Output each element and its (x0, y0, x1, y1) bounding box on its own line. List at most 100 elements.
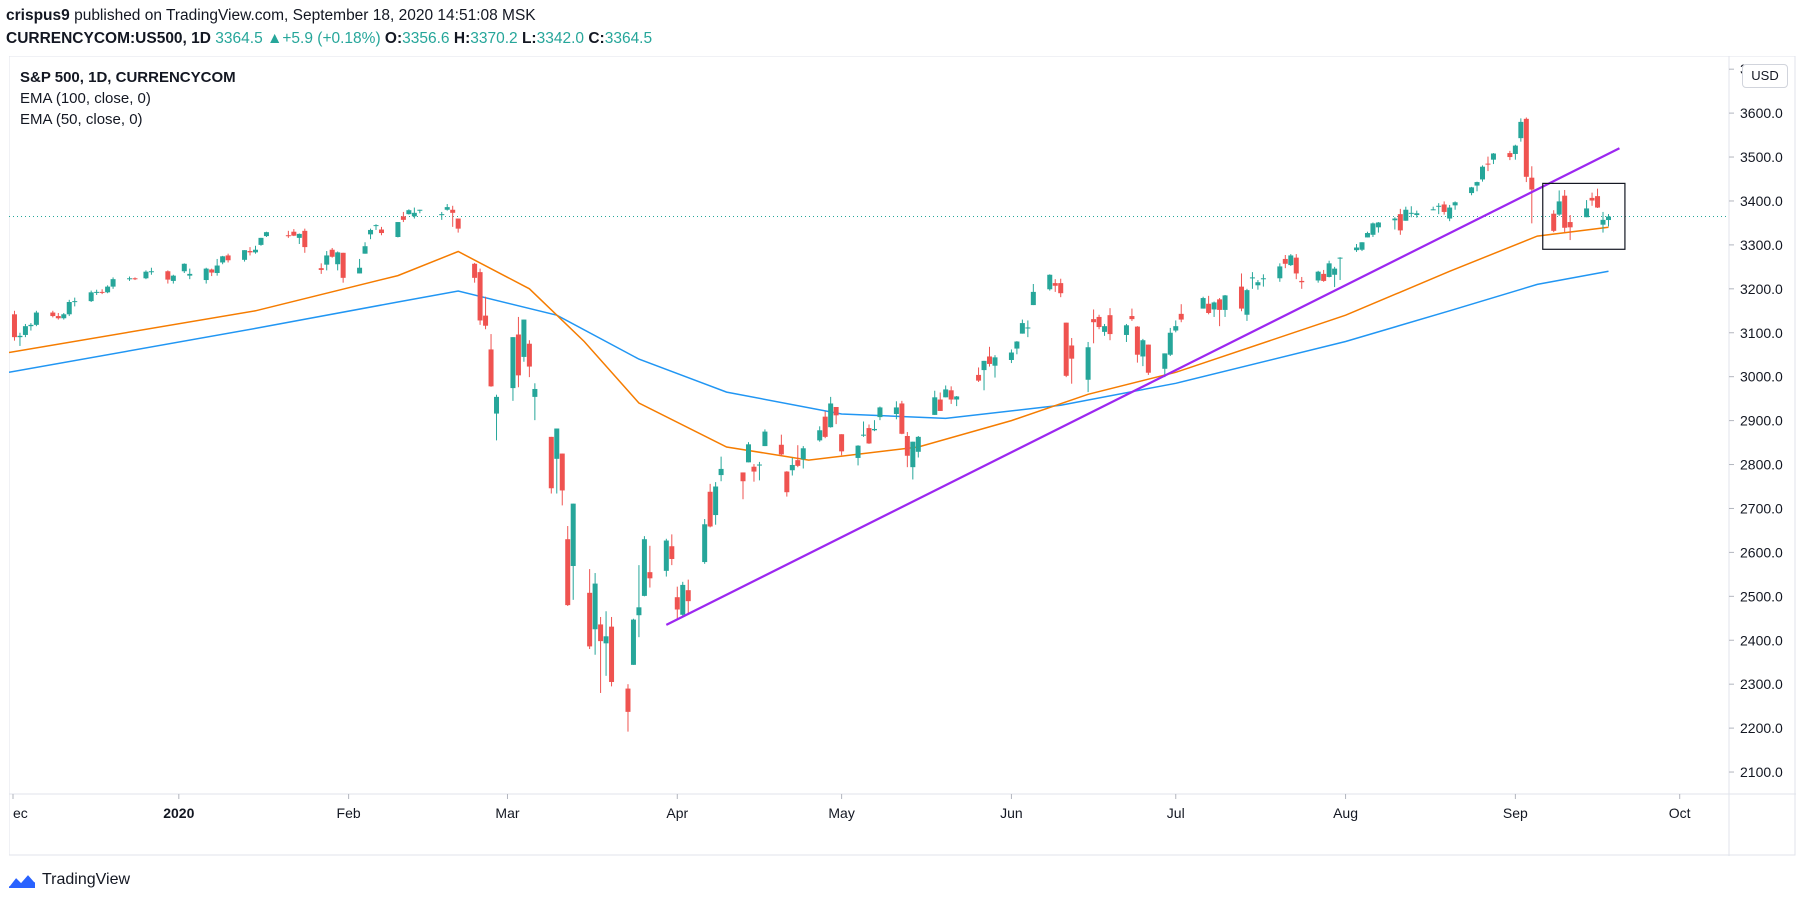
candle-body[interactable] (1129, 316, 1135, 320)
candle-body[interactable] (592, 583, 598, 630)
candle-body[interactable] (751, 466, 757, 472)
chart-area[interactable]: 2100.0 2200.0 2300.0 2400.0 2500.0 2600.0 2700… (8, 55, 1796, 856)
candle-body[interactable] (1332, 268, 1338, 275)
candle-body[interactable] (1123, 325, 1129, 335)
candle-body[interactable] (822, 416, 828, 437)
candle-body[interactable] (1277, 266, 1283, 279)
candle-body[interactable] (828, 403, 834, 428)
candle-body[interactable] (625, 688, 631, 712)
candle-body[interactable] (1605, 216, 1611, 221)
candle-body[interactable] (987, 356, 993, 364)
candle-body[interactable] (61, 314, 67, 319)
candle-body[interactable] (1430, 209, 1436, 211)
candle-body[interactable] (302, 230, 308, 248)
candle-body[interactable] (932, 397, 938, 415)
candle-body[interactable] (1052, 283, 1058, 286)
candle-body[interactable] (1096, 316, 1102, 328)
candle-body[interactable] (866, 428, 872, 444)
candle-body[interactable] (565, 539, 571, 606)
candle-body[interactable] (1255, 282, 1261, 286)
candle-body[interactable] (395, 222, 401, 237)
candle-body[interactable] (680, 584, 686, 615)
candle-body[interactable] (318, 268, 324, 270)
candle-body[interactable] (702, 524, 708, 563)
candle-body[interactable] (713, 486, 719, 516)
candle-body[interactable] (1058, 283, 1064, 294)
candle-body[interactable] (225, 255, 231, 261)
candle-body[interactable] (1490, 153, 1496, 160)
candle-body[interactable] (252, 249, 258, 253)
candle-body[interactable] (1354, 247, 1360, 251)
candle-body[interactable] (1452, 202, 1458, 206)
candle-body[interactable] (1173, 326, 1179, 331)
candle-body[interactable] (1025, 327, 1031, 329)
candle-body[interactable] (636, 607, 642, 616)
candle-body[interactable] (1244, 290, 1250, 315)
candle-body[interactable] (242, 250, 248, 260)
candle-body[interactable] (669, 546, 675, 559)
candle-body[interactable] (1162, 353, 1168, 369)
candle-body[interactable] (488, 349, 494, 387)
candle-body[interactable] (795, 460, 801, 466)
candle-body[interactable] (291, 231, 297, 236)
candle-body[interactable] (630, 619, 636, 665)
candle-body[interactable] (1397, 214, 1403, 231)
candle-body[interactable] (1337, 257, 1343, 259)
candle-body[interactable] (515, 334, 521, 376)
candle-body[interactable] (1403, 209, 1409, 221)
candle-body[interactable] (335, 252, 341, 265)
candle-body[interactable] (263, 232, 269, 237)
candle-body[interactable] (209, 269, 215, 273)
candle-body[interactable] (357, 267, 363, 274)
candle-body[interactable] (1107, 315, 1113, 335)
candle-body[interactable] (1178, 313, 1184, 320)
candle-body[interactable] (132, 278, 138, 280)
candle-body[interactable] (1063, 322, 1069, 376)
candle-body[interactable] (17, 335, 23, 338)
candle-body[interactable] (214, 265, 220, 274)
candle-body[interactable] (1140, 340, 1146, 357)
ema50-line[interactable] (8, 226, 1609, 461)
candle-body[interactable] (1091, 319, 1097, 323)
candle-body[interactable] (674, 597, 680, 610)
candle-body[interactable] (1436, 205, 1442, 207)
price-chart-svg[interactable]: 2100.0 2200.0 2300.0 2400.0 2500.0 2600.0 2700… (8, 55, 1796, 856)
candle-body[interactable] (472, 263, 478, 278)
candle-body[interactable] (1145, 344, 1151, 373)
candle-body[interactable] (587, 592, 593, 647)
candle-body[interactable] (1359, 242, 1365, 250)
candle-body[interactable] (494, 396, 500, 414)
candle-body[interactable] (685, 590, 691, 602)
legend-ema100[interactable]: EMA (100, close, 0) (20, 90, 151, 107)
candle-body[interactable] (1102, 326, 1108, 332)
candle-body[interactable] (1370, 223, 1376, 235)
candle-body[interactable] (1238, 286, 1244, 309)
candle-body[interactable] (439, 214, 445, 216)
candle-body[interactable] (378, 229, 384, 234)
candle-body[interactable] (532, 388, 538, 397)
candle-body[interactable] (1200, 298, 1206, 309)
candle-body[interactable] (603, 636, 609, 644)
candle-body[interactable] (1299, 280, 1305, 283)
candle-body[interactable] (1288, 255, 1294, 266)
candle-body[interactable] (33, 312, 39, 325)
candle-body[interactable] (400, 216, 406, 220)
candle-body[interactable] (893, 407, 899, 415)
candle-body[interactable] (707, 491, 713, 527)
candle-body[interactable] (510, 337, 516, 389)
candle-body[interactable] (368, 229, 374, 235)
candle-body[interactable] (937, 399, 943, 411)
candle-body[interactable] (1134, 326, 1140, 355)
candle-body[interactable] (948, 390, 954, 400)
candle-body[interactable] (329, 249, 335, 257)
candle-body[interactable] (1518, 121, 1524, 139)
candle-body[interactable] (127, 278, 133, 280)
candle-body[interactable] (1485, 163, 1491, 165)
candle-body[interactable] (170, 275, 176, 281)
candle-body[interactable] (477, 272, 483, 321)
candle-body[interactable] (1551, 213, 1557, 231)
candle-body[interactable] (1507, 153, 1513, 158)
candle-body[interactable] (450, 209, 456, 213)
candle-body[interactable] (1600, 219, 1606, 225)
candle-body[interactable] (105, 286, 111, 293)
